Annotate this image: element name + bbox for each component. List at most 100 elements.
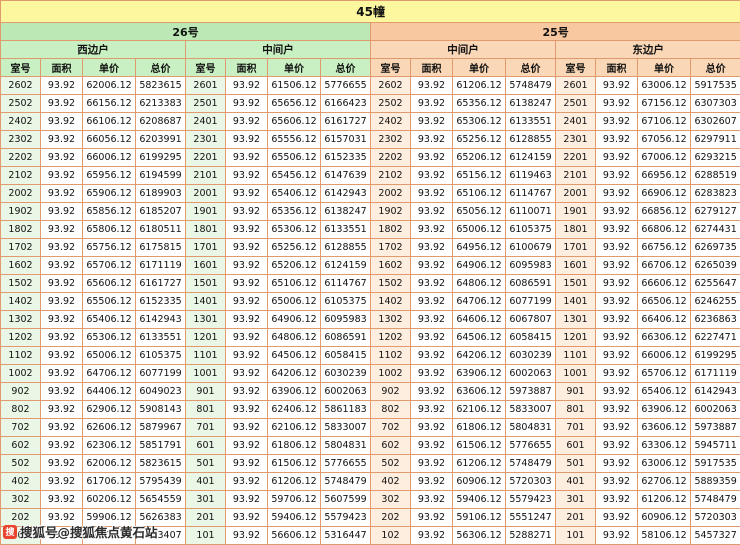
table-row: 2602 93.92 62006.12 5823615 2601 93.92 61506.1…: [0, 76, 740, 95]
value-cell: 6152335: [135, 292, 186, 311]
value-cell: 93.92: [40, 292, 83, 311]
value-cell: 57106.12: [82, 526, 136, 545]
room-cell: 901: [185, 382, 226, 401]
value-cell: 5607599: [320, 490, 371, 509]
value-cell: 61806.12: [452, 418, 506, 437]
table-row: 1102 93.92 65006.12 6105375 1101 93.92 64506.1…: [0, 346, 740, 365]
value-cell: 6161727: [320, 112, 371, 131]
value-cell: 60906.12: [452, 472, 506, 491]
value-cell: 5908143: [135, 400, 186, 419]
value-cell: 5795439: [135, 472, 186, 491]
value-cell: 5917535: [689, 454, 740, 473]
value-cell: 65156.12: [452, 166, 506, 185]
value-cell: 62906.12: [82, 400, 136, 419]
value-cell: 93.92: [40, 112, 83, 131]
value-cell: 93.92: [410, 184, 453, 203]
value-cell: 65656.12: [267, 94, 321, 113]
value-cell: 56606.12: [267, 526, 321, 545]
room-cell: 501: [185, 454, 226, 473]
value-cell: 63006.12: [637, 454, 691, 473]
column-header: 单价: [82, 58, 136, 77]
table-row: 1502 93.92 65606.12 6161727 1501 93.92 65106.1…: [0, 274, 740, 293]
room-cell: 1702: [0, 238, 41, 257]
value-cell: 61506.12: [267, 76, 321, 95]
value-cell: 93.92: [595, 94, 638, 113]
value-cell: 93.92: [225, 364, 268, 383]
value-cell: 6307303: [689, 94, 740, 113]
value-cell: 6213383: [135, 94, 186, 113]
value-cell: 5363407: [135, 526, 186, 545]
room-cell: 902: [370, 382, 411, 401]
value-cell: 93.92: [595, 220, 638, 239]
value-cell: 6185207: [135, 202, 186, 221]
value-cell: 93.92: [595, 310, 638, 329]
value-cell: 93.92: [40, 364, 83, 383]
value-cell: 6105375: [320, 292, 371, 311]
value-cell: 93.92: [225, 454, 268, 473]
value-cell: 5879967: [135, 418, 186, 437]
value-cell: 6297911: [689, 130, 740, 149]
room-cell: 2202: [370, 148, 411, 167]
value-cell: 61706.12: [82, 472, 136, 491]
table-row: 1802 93.92 65806.12 6180511 1801 93.92 65306.1…: [0, 220, 740, 239]
value-cell: 60906.12: [637, 508, 691, 527]
value-cell: 93.92: [410, 112, 453, 131]
watermark: 搜 搜狐号@搜狐焦点黄石站: [3, 522, 158, 541]
value-cell: 93.92: [40, 526, 83, 545]
value-cell: 6142943: [135, 310, 186, 329]
room-cell: 701: [185, 418, 226, 437]
value-cell: 93.92: [225, 526, 268, 545]
value-cell: 65356.12: [267, 202, 321, 221]
value-cell: 93.92: [410, 382, 453, 401]
value-cell: 65706.12: [82, 256, 136, 275]
value-cell: 93.92: [410, 364, 453, 383]
columns-row: 室号 面积 单价 总价 室号 面积 单价 总价 室号 面积 单价 总价 室号 面积 单价 总价: [0, 58, 740, 77]
value-cell: 59406.12: [452, 490, 506, 509]
value-cell: 93.92: [40, 256, 83, 275]
table-row: 1402 93.92 65506.12 6152335 1401 93.92 65006.1…: [0, 292, 740, 311]
value-cell: 65956.12: [82, 166, 136, 185]
column-header: 单价: [267, 58, 321, 77]
value-cell: 64706.12: [452, 292, 506, 311]
value-cell: 93.92: [410, 472, 453, 491]
value-cell: 5748479: [320, 472, 371, 491]
value-cell: 93.92: [595, 472, 638, 491]
room-cell: 2401: [185, 112, 226, 131]
room-cell: 1002: [370, 364, 411, 383]
unit-25-header: 25号: [369, 22, 740, 41]
value-cell: 6199295: [135, 148, 186, 167]
value-cell: 66306.12: [637, 328, 691, 347]
value-cell: 6095983: [505, 256, 556, 275]
value-cell: 93.92: [40, 274, 83, 293]
value-cell: 64406.12: [82, 382, 136, 401]
value-cell: 93.92: [225, 292, 268, 311]
table-row: 502 93.92 62006.12 5823615 501 93.92 61506.12 5…: [0, 454, 740, 473]
room-cell: 2602: [0, 76, 41, 95]
value-cell: 6133551: [320, 220, 371, 239]
value-cell: 6166423: [320, 94, 371, 113]
value-cell: 93.92: [595, 292, 638, 311]
value-cell: 63906.12: [267, 382, 321, 401]
table-row: 2402 93.92 66106.12 6208687 2401 93.92 65606.1…: [0, 112, 740, 131]
value-cell: 6095983: [320, 310, 371, 329]
value-cell: 93.92: [225, 508, 268, 527]
room-cell: 702: [370, 418, 411, 437]
table-row: 302 93.92 60206.12 5654559 301 93.92 59706.12 5…: [0, 490, 740, 509]
value-cell: 6288519: [689, 166, 740, 185]
value-cell: 93.92: [225, 130, 268, 149]
value-cell: 5833007: [320, 418, 371, 437]
column-header: 面积: [225, 58, 268, 77]
column-header: 面积: [40, 58, 83, 77]
table-row: 2302 93.92 66056.12 6203991 2301 93.92 65556.1…: [0, 130, 740, 149]
value-cell: 6265039: [689, 256, 740, 275]
value-cell: 5804831: [505, 418, 556, 437]
table-row: 1002 93.92 64706.12 6077199 1001 93.92 64206.1…: [0, 364, 740, 383]
value-cell: 6279127: [689, 202, 740, 221]
value-cell: 65606.12: [267, 112, 321, 131]
value-cell: 61506.12: [452, 436, 506, 455]
value-cell: 6058415: [320, 346, 371, 365]
value-cell: 66706.12: [637, 256, 691, 275]
value-cell: 65006.12: [82, 346, 136, 365]
value-cell: 6152335: [320, 148, 371, 167]
